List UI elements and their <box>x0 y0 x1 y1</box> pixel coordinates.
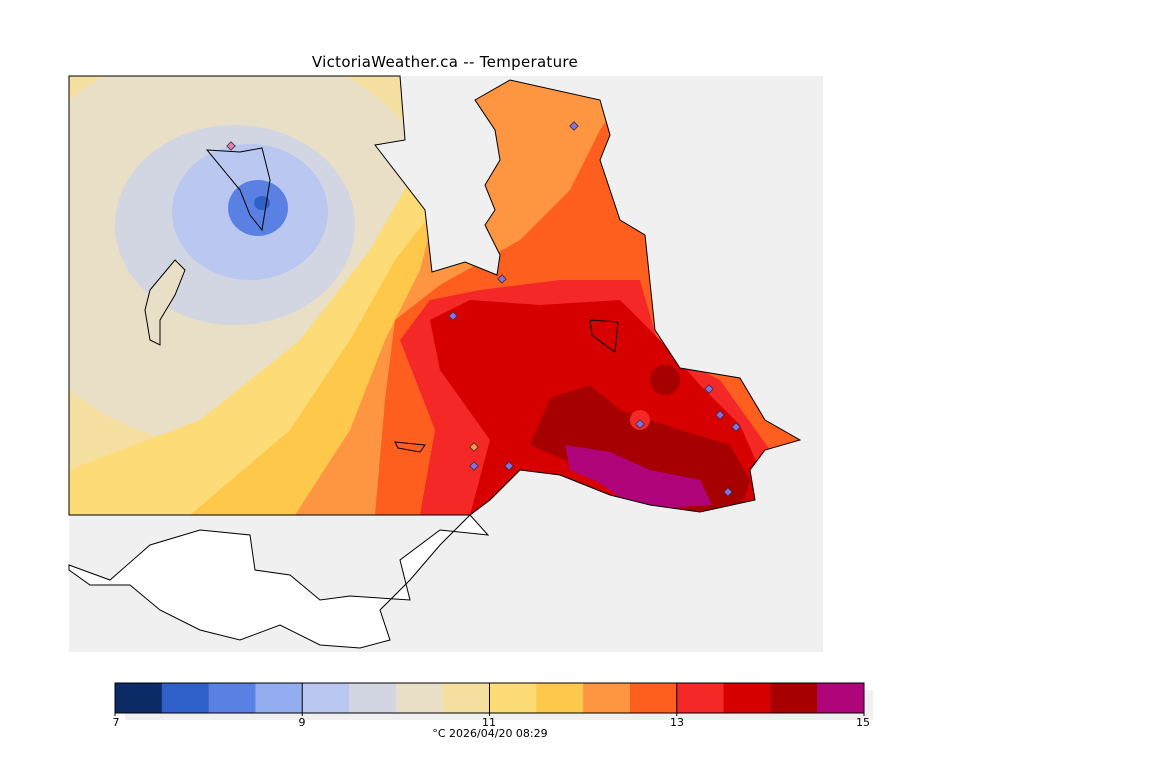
tick-label: 11 <box>482 716 496 729</box>
station-markers <box>226 121 741 497</box>
colorbar-cell <box>770 683 818 713</box>
colorbar-cell <box>723 683 771 713</box>
colorbar-cell <box>115 683 163 713</box>
colorbar-cell <box>442 683 490 713</box>
colorbar-cell <box>629 683 678 713</box>
colorbar-cell <box>208 683 256 713</box>
map-title: VictoriaWeather.ca -- Temperature <box>311 53 579 71</box>
southern-landmass <box>68 514 490 649</box>
tick-label: 7 <box>112 716 120 729</box>
tick-label: 13 <box>670 716 684 729</box>
colorbar <box>115 683 865 713</box>
island-outline <box>144 259 186 346</box>
colorbar-cell <box>349 683 397 713</box>
colorbar-cell <box>489 683 537 713</box>
colorbar-cell <box>817 683 865 713</box>
colorbar-cell <box>302 683 350 713</box>
legend-caption: °C 2026/04/20 08:29 <box>432 727 548 740</box>
island-outline <box>589 319 619 353</box>
colorbar-cell <box>676 683 725 713</box>
island-outline <box>394 441 426 453</box>
colorbar-cell <box>161 683 210 713</box>
colorbar-cell <box>395 683 444 713</box>
tick-label: 15 <box>856 716 870 729</box>
colorbar-cell <box>255 683 303 713</box>
island-outline <box>205 147 271 232</box>
colorbar-cell <box>583 683 631 713</box>
colorbar-cell <box>536 683 584 713</box>
tick-label: 9 <box>298 716 306 729</box>
